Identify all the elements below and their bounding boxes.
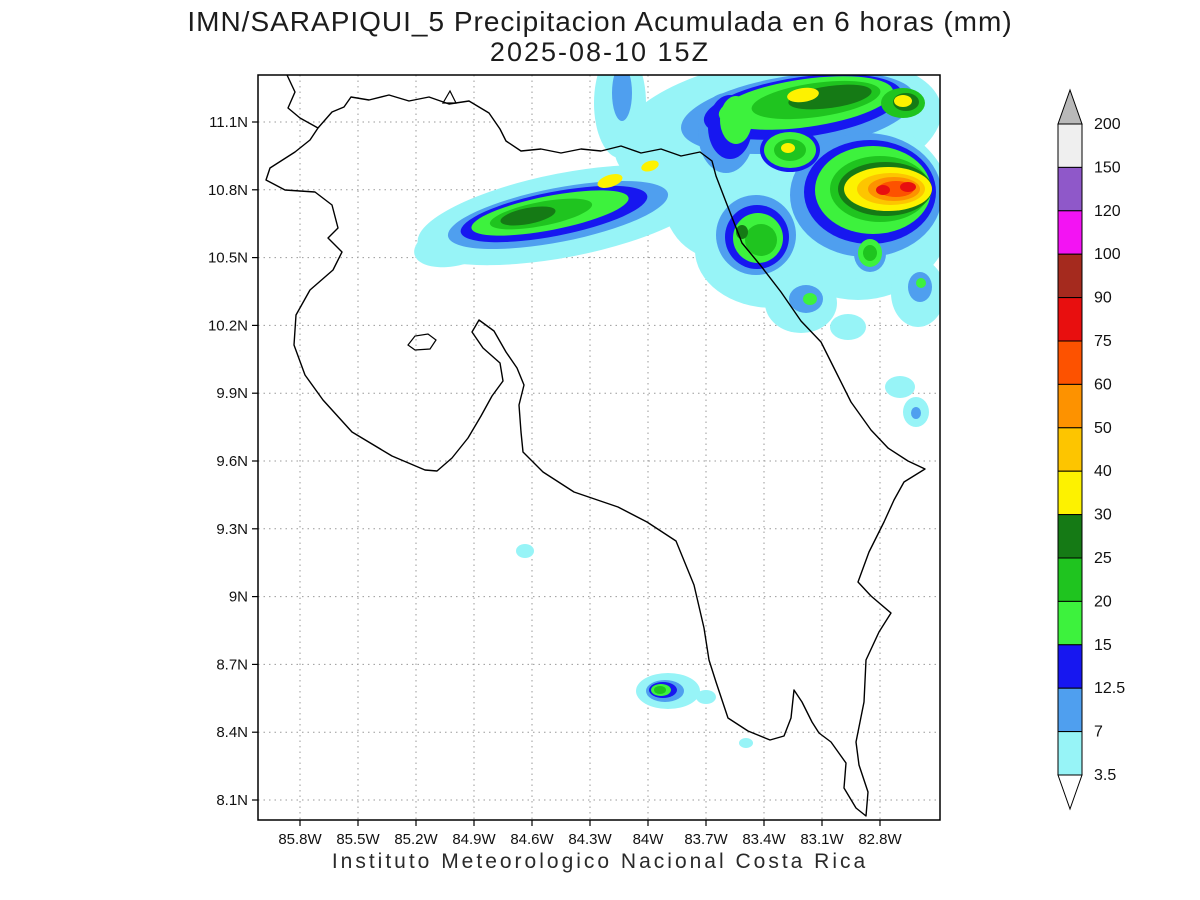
colorbar-segment xyxy=(1057,210,1083,255)
colorbar-label: 60 xyxy=(1094,376,1112,393)
colorbar-segment xyxy=(1057,123,1083,168)
precip-cell-3.5 xyxy=(739,738,753,748)
colorbar-label: 30 xyxy=(1094,507,1112,524)
colorbar-label: 12.5 xyxy=(1094,680,1125,697)
footer-caption: Instituto Meteorologico Nacional Costa R… xyxy=(331,850,869,873)
precip-cell-20 xyxy=(654,686,666,694)
lon-tick-label: 85.5W xyxy=(336,831,380,848)
colorbar-segment xyxy=(1057,297,1083,342)
colorbar-label: 3.5 xyxy=(1094,767,1116,784)
colorbar-segment xyxy=(1057,514,1083,559)
precip-cell-3.5 xyxy=(830,314,866,340)
chart-subtitle: 2025-08-10 15Z xyxy=(489,37,711,67)
chart-title: IMN/SARAPIQUI_5 Precipitacion Acumulada … xyxy=(187,6,1013,37)
plot-border xyxy=(257,74,941,821)
lon-tick-label: 84.9W xyxy=(452,831,496,848)
colorbar-segment xyxy=(1057,470,1083,516)
lon-tick-label: 83.1W xyxy=(800,831,844,848)
precip-cell-30 xyxy=(597,174,623,188)
precip-cell-30 xyxy=(781,143,795,153)
precip-cell-30 xyxy=(787,87,819,103)
lat-tick-label: 11.1N xyxy=(209,114,248,131)
lon-tick-label: 84.6W xyxy=(510,831,554,848)
colorbar-label: 90 xyxy=(1094,290,1112,307)
colorbar-segment xyxy=(1057,644,1083,689)
colorbar-segment xyxy=(1057,731,1083,776)
colorbar-segment xyxy=(1057,383,1083,429)
colorbar-label: 100 xyxy=(1094,246,1121,263)
lat-tick-label: 8.4N xyxy=(216,724,248,741)
lon-tick-label: 82.8W xyxy=(858,831,902,848)
precip-cell-15 xyxy=(916,278,926,288)
lat-tick-label: 9.6N xyxy=(216,453,248,470)
precip-cell-30 xyxy=(641,160,659,172)
lat-tick-label: 9N xyxy=(229,589,248,606)
colorbar-label: 25 xyxy=(1094,550,1112,567)
lon-tick-label: 83.7W xyxy=(684,831,728,848)
colorbar: 3.5 7 12.5 15 20 25 30 40 50 60 75 90 100 120 150 200 xyxy=(1057,88,1125,811)
colorbar-segment xyxy=(1057,557,1083,602)
lat-tick-label: 10.2N xyxy=(208,317,248,334)
lat-tick-label: 8.7N xyxy=(216,656,248,673)
colorbar-label: 7 xyxy=(1094,724,1103,741)
island-outline xyxy=(407,333,437,351)
lat-tick-label: 8.1N xyxy=(216,792,248,809)
precip-cell-20 xyxy=(745,224,777,256)
precip-cell-75 xyxy=(900,182,916,192)
coastline xyxy=(265,75,926,817)
colorbar-label: 50 xyxy=(1094,420,1112,437)
precip-cell-7 xyxy=(612,75,632,121)
lat-tick-label: 10.5N xyxy=(208,250,248,267)
colorbar-label: 75 xyxy=(1094,333,1112,350)
lon-tick-label: 83.4W xyxy=(742,831,786,848)
map-content xyxy=(265,75,940,817)
island-outline xyxy=(441,89,457,104)
precip-cell-3.5 xyxy=(696,690,716,704)
precip-cell-15 xyxy=(803,293,817,305)
precip-cell-3.5 xyxy=(516,544,534,558)
precip-cell-30 xyxy=(894,95,912,107)
precip-cell-25 xyxy=(500,206,556,226)
lon-tick-label: 85.2W xyxy=(394,831,438,848)
lat-tick-label: 9.9N xyxy=(216,385,248,402)
colorbar-arrow-bottom xyxy=(1057,774,1083,811)
precip-cell-20 xyxy=(863,245,877,261)
lat-tick-label: 10.8N xyxy=(208,182,248,199)
colorbar-label: 200 xyxy=(1094,116,1121,133)
colorbar-segment xyxy=(1057,340,1083,385)
lat-tick-label: 9.3N xyxy=(216,521,248,538)
colorbar-segment xyxy=(1057,253,1083,299)
colorbar-label: 40 xyxy=(1094,463,1112,480)
colorbar-segment xyxy=(1057,427,1083,472)
colorbar-segment xyxy=(1057,166,1083,212)
colorbar-arrow-top xyxy=(1057,88,1083,125)
colorbar-segment xyxy=(1057,687,1083,733)
lon-tick-label: 84W xyxy=(633,831,665,848)
lon-tick-label: 85.8W xyxy=(278,831,322,848)
colorbar-label: 15 xyxy=(1094,637,1112,654)
precip-cell-7 xyxy=(911,407,921,419)
colorbar-label: 20 xyxy=(1094,593,1112,610)
precip-cell-75 xyxy=(876,185,890,195)
lon-tick-label: 84.3W xyxy=(568,831,612,848)
precip-cell-3.5 xyxy=(885,376,915,398)
colorbar-label: 150 xyxy=(1094,159,1121,176)
colorbar-label: 120 xyxy=(1094,203,1121,220)
colorbar-segment xyxy=(1057,600,1083,646)
precip-cell-15 xyxy=(720,96,752,144)
